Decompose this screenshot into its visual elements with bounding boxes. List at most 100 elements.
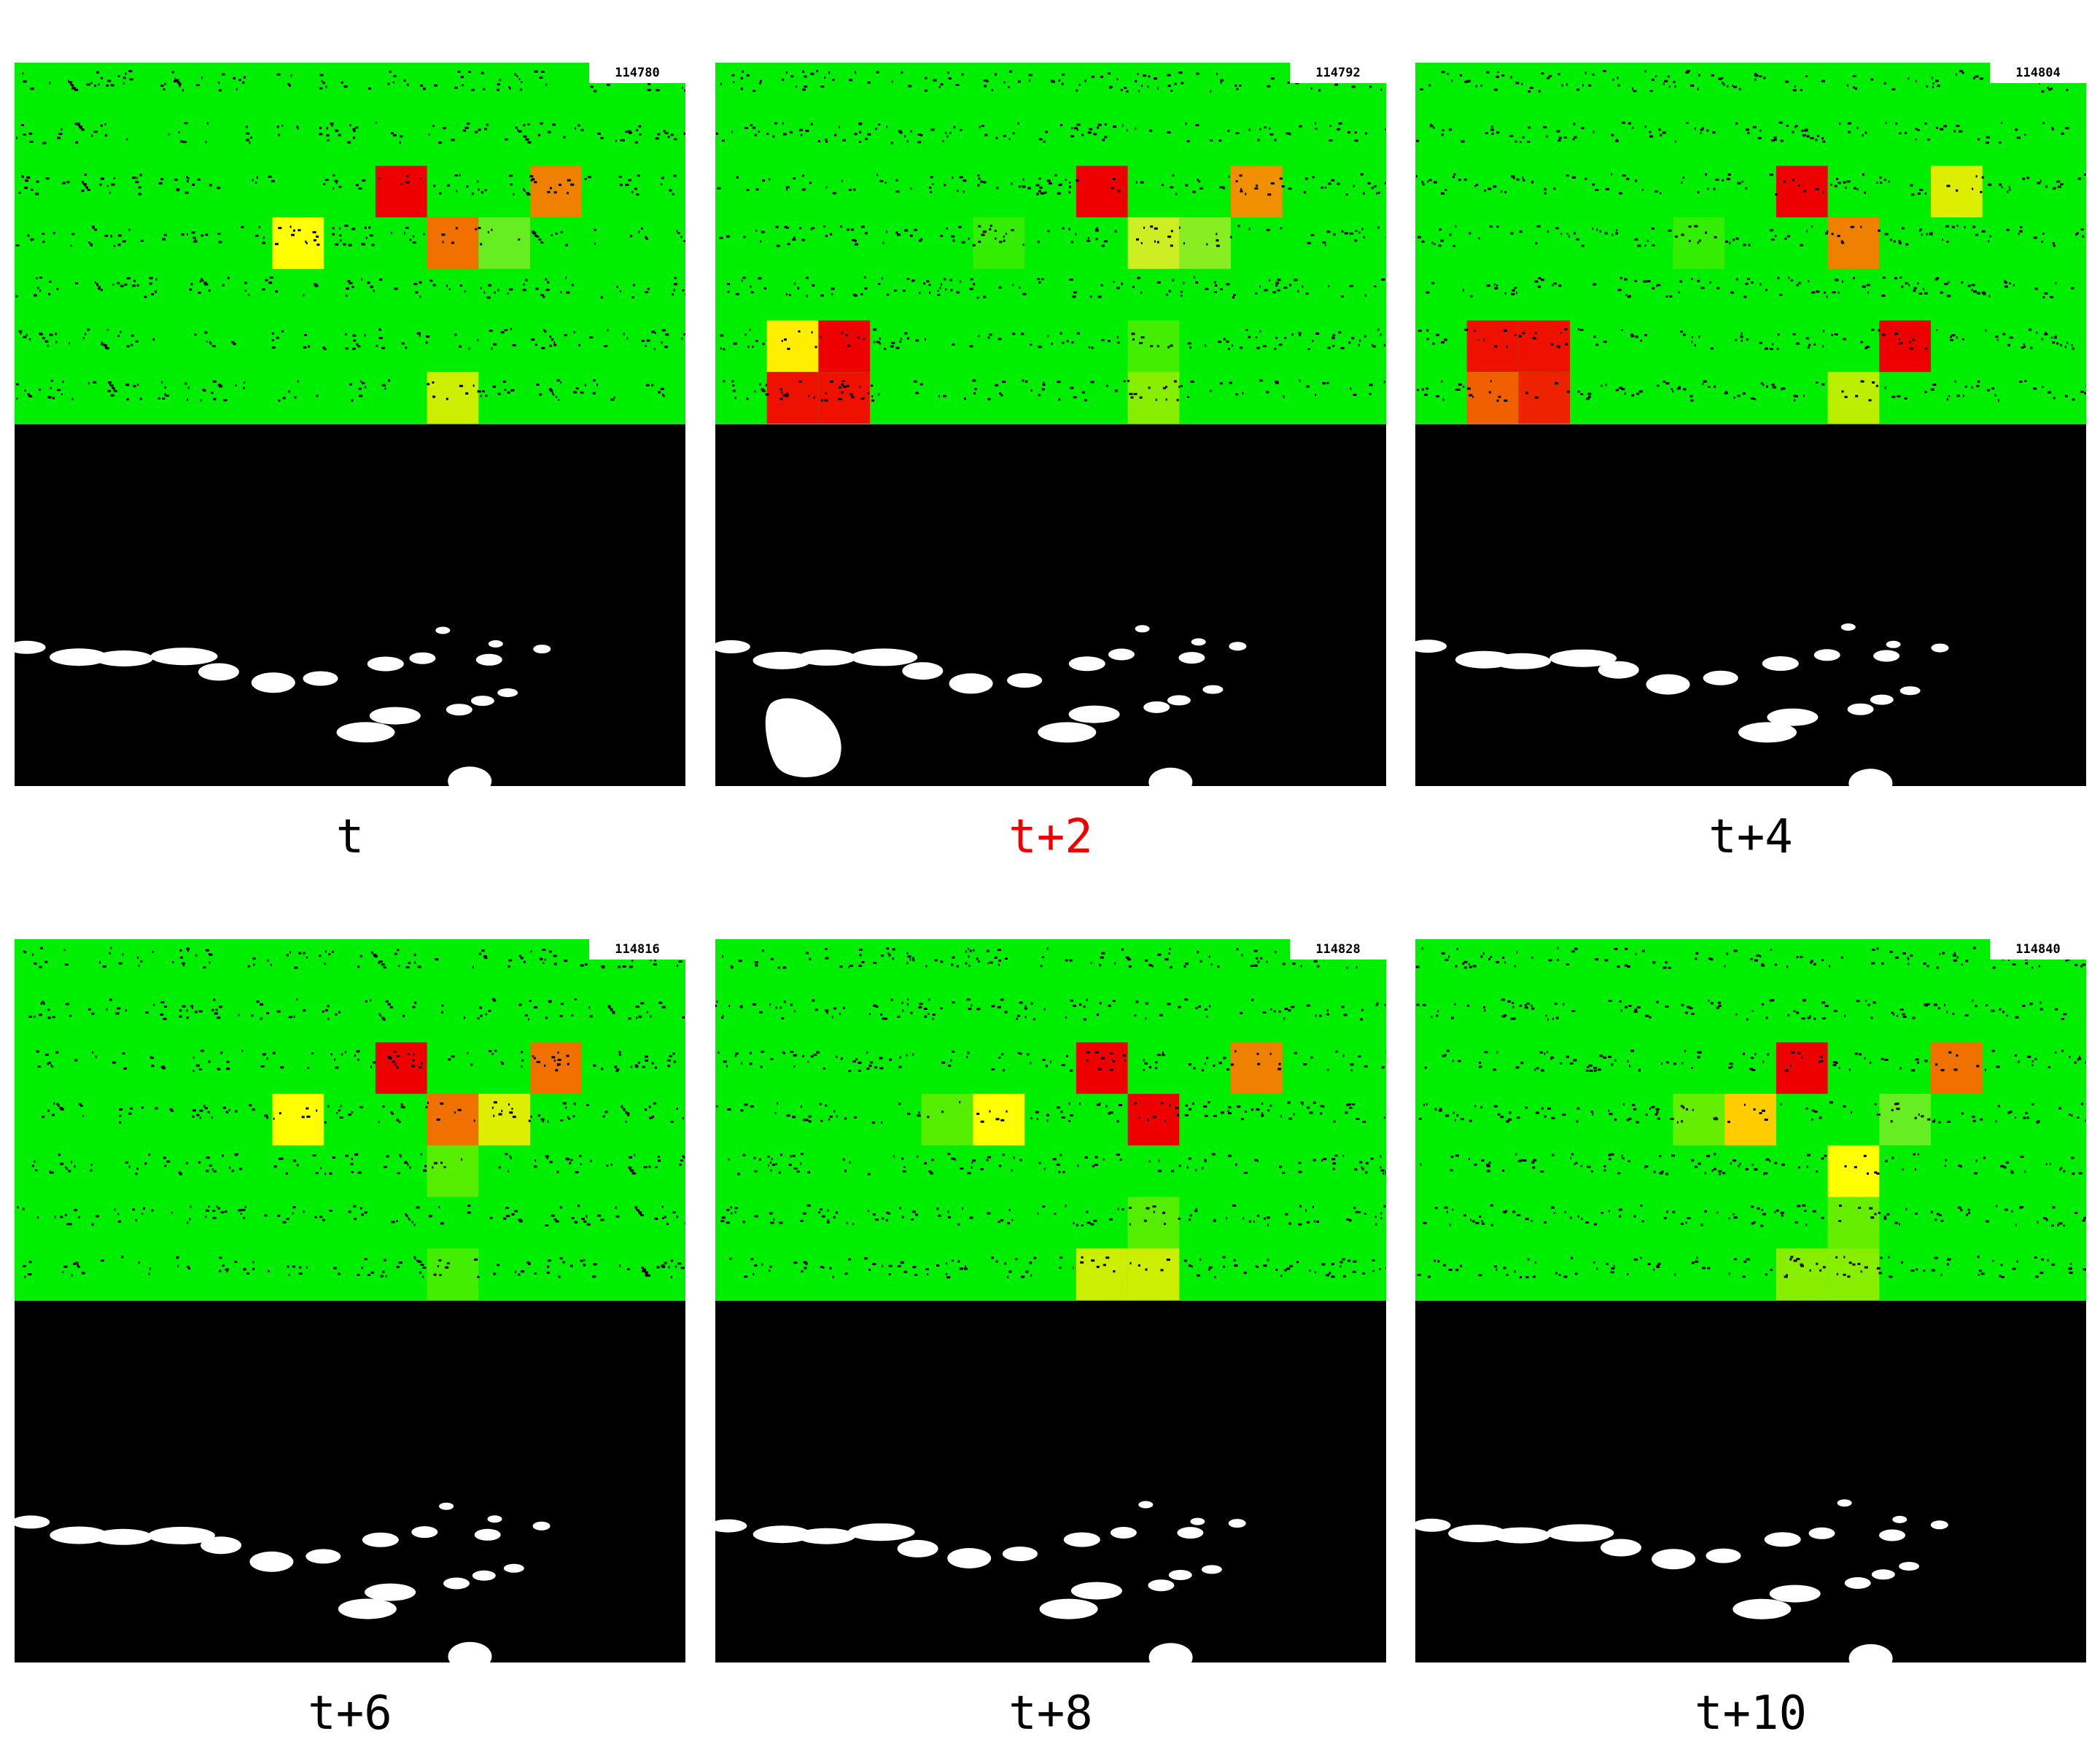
mask-blob xyxy=(1547,1524,1614,1542)
heat-cell xyxy=(272,217,324,269)
mask-blob xyxy=(362,1532,399,1547)
mask-blob xyxy=(1039,1598,1098,1619)
mask-blob xyxy=(1190,1517,1205,1525)
heat-cell xyxy=(1724,1094,1776,1146)
heat-cell xyxy=(375,1042,427,1094)
mask-blob xyxy=(533,645,551,654)
heat-cell xyxy=(1879,320,1931,373)
mask-blob xyxy=(1767,708,1819,726)
heat-cell xyxy=(1776,166,1828,218)
heat-cell xyxy=(1518,372,1571,424)
mask-blob xyxy=(50,1526,109,1544)
heat-cell xyxy=(1231,166,1283,218)
mask-blob xyxy=(1038,722,1097,743)
mask-blob xyxy=(251,672,295,693)
frame-panel: 114792 t+2 xyxy=(715,63,1386,872)
mask-blob xyxy=(1808,1527,1835,1539)
heat-cell xyxy=(427,1094,479,1146)
heatmap-frame: 114792 xyxy=(715,63,1386,424)
mask-blob xyxy=(50,648,108,666)
mask-blob xyxy=(94,1528,152,1545)
mask-blob xyxy=(1870,694,1894,705)
mask-blobs xyxy=(1415,623,1949,786)
mask-blob xyxy=(1201,1565,1222,1574)
frame-caption: t+10 xyxy=(1694,1687,1808,1741)
mask-blob xyxy=(15,1515,50,1529)
heat-cell xyxy=(1127,217,1180,269)
mask-blob xyxy=(474,1528,501,1541)
mask-blob xyxy=(1738,722,1797,743)
mask-blob xyxy=(488,640,503,648)
frame-number-label: 114840 xyxy=(1990,939,2086,960)
mask-blob xyxy=(1598,661,1639,679)
mask-blob xyxy=(1415,639,1447,653)
mask-blob xyxy=(1148,1643,1193,1662)
frame-number-label: 114804 xyxy=(1990,63,2086,83)
mask-blob xyxy=(1899,1562,1920,1571)
heat-cell xyxy=(478,217,530,269)
heat-cell xyxy=(1931,1042,1983,1094)
binary-mask-frame xyxy=(715,1301,1386,1662)
mask-blob xyxy=(715,1519,747,1533)
mask-blob xyxy=(1549,649,1617,667)
frame-number-label: 114780 xyxy=(589,63,685,83)
heat-cell xyxy=(1879,1094,1931,1146)
mask-blob xyxy=(1415,1518,1451,1532)
mask-blob xyxy=(798,649,856,666)
mask-blob xyxy=(95,650,153,666)
heat-cell xyxy=(921,1094,973,1146)
mask-blob xyxy=(1732,1598,1792,1619)
heat-cell xyxy=(478,1094,530,1146)
heat-cell xyxy=(1127,372,1180,424)
mask-blob xyxy=(1652,1549,1696,1570)
mask-blob xyxy=(409,652,436,664)
frame-number-label: 114828 xyxy=(1290,939,1386,960)
heat-cell xyxy=(1673,217,1725,269)
mask-blob xyxy=(1229,642,1247,651)
heatmap-grid xyxy=(1415,70,2086,424)
mask-blob xyxy=(752,651,812,669)
pixel-noise-texture xyxy=(715,70,1386,402)
mask-blob xyxy=(797,1528,855,1544)
mask-blobs xyxy=(15,1502,551,1662)
frame-number-label: 114792 xyxy=(1290,63,1386,83)
mask-blob xyxy=(1899,686,1921,696)
mask-blob xyxy=(847,1523,915,1541)
mask-blob xyxy=(1703,670,1738,685)
heat-cell xyxy=(1127,1094,1180,1146)
heatmap-frame: 114840 xyxy=(1415,939,2086,1301)
heat-cell xyxy=(1127,1197,1180,1249)
mask-blob xyxy=(435,626,451,634)
mask-blob-large xyxy=(765,698,841,777)
frame-panel: 114780 t xyxy=(15,63,685,872)
mask-blob xyxy=(1493,653,1551,669)
mask-blob xyxy=(1138,1501,1154,1509)
pixel-noise-texture xyxy=(715,947,1386,1279)
mask-blobs xyxy=(1415,1499,1948,1662)
mask-blob xyxy=(487,1515,502,1523)
mask-blob xyxy=(1646,674,1690,695)
mask-blob xyxy=(503,1563,524,1573)
mask-blob xyxy=(448,766,492,786)
mask-blob xyxy=(902,662,944,680)
mask-blob xyxy=(1167,695,1191,706)
heat-cell xyxy=(766,320,819,373)
frame-panel: 114804 t+4 xyxy=(1415,63,2086,872)
heat-cell xyxy=(272,1094,324,1146)
mask-blob xyxy=(249,1551,294,1572)
mask-blob xyxy=(1931,643,1949,653)
mask-blob xyxy=(365,1583,416,1601)
mask-blob xyxy=(1178,652,1205,664)
mask-blob xyxy=(497,688,518,697)
mask-blob xyxy=(1228,1519,1246,1528)
heatmap-grid xyxy=(715,70,1386,424)
heatmap-grid xyxy=(1415,946,2086,1300)
heat-cell xyxy=(1466,372,1519,424)
mask-blobs xyxy=(715,1501,1246,1662)
mask-blob xyxy=(306,1549,341,1564)
heat-cell xyxy=(1518,320,1571,373)
frame-panel: 114816 t+6 xyxy=(15,939,685,1749)
mask-blobs xyxy=(715,625,1247,786)
heat-cell xyxy=(1076,1042,1128,1094)
mask-blob xyxy=(475,653,502,666)
